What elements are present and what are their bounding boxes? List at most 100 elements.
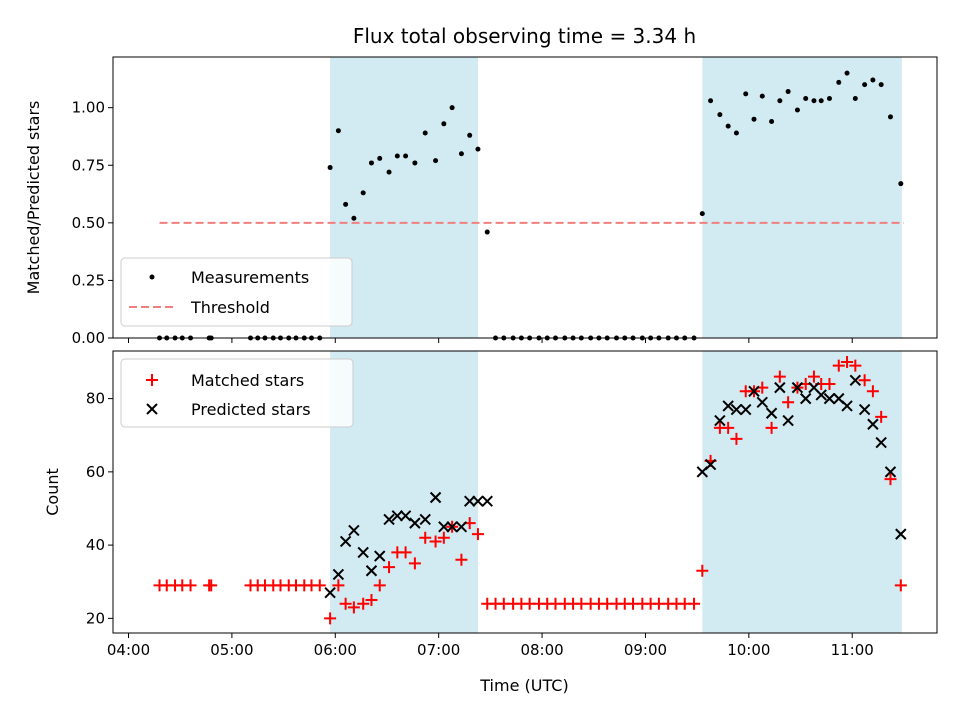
measurements-point (441, 121, 447, 127)
matched-stars-point (773, 370, 786, 383)
shaded-interval-1 (702, 57, 902, 338)
predicted-stars-point (765, 407, 778, 419)
bottom-panel-legend: Matched stars Predicted stars (120, 358, 354, 428)
predicted-stars-point (399, 510, 412, 522)
top-panel-shaded-intervals (330, 57, 902, 338)
top-panel-x-ticks (128, 338, 853, 343)
measurements-point (826, 95, 832, 101)
matched-stars-point (313, 579, 326, 592)
matched-stars-point (429, 535, 442, 548)
legend-measurements-marker (149, 274, 155, 280)
matched-stars-point (884, 473, 897, 486)
measurements-point (467, 132, 473, 138)
measurements-point (351, 215, 357, 221)
measurements-point (717, 112, 723, 118)
matched-stars-point (437, 531, 450, 544)
matched-stars-point (841, 355, 854, 368)
bottom-panel-shaded-intervals (330, 351, 902, 633)
measurements-point (458, 151, 464, 157)
measurements-point (725, 123, 731, 129)
legend-predicted-marker (146, 403, 158, 415)
predicted-stars-point (849, 374, 862, 387)
measurements-point (818, 98, 824, 104)
legend-threshold-label: Threshold (190, 298, 270, 317)
measurements-point (862, 82, 868, 88)
measurements-point (777, 98, 783, 104)
measurements-point (412, 160, 418, 166)
matched-stars-point (408, 557, 421, 570)
shaded-interval-1 (702, 351, 902, 633)
matched-stars-point (347, 601, 360, 614)
measurements-point (836, 79, 842, 85)
measurements-point (852, 95, 858, 101)
bottom-panel: 20 40 60 80 04:00 05:00 06:00 07:00 08:00 09:00 1… (43, 350, 938, 695)
x-tick-label: 06:00 (314, 641, 357, 659)
bottom-panel-y-ticks: 20 40 60 80 (86, 390, 113, 627)
predicted-stars-point (419, 513, 431, 526)
x-tick-label: 11:00 (831, 641, 874, 659)
predicted-stars-point (324, 587, 336, 599)
y-tick-label: 0.75 (72, 156, 105, 174)
measurements-point (449, 105, 455, 111)
y-tick-label: 0.00 (72, 329, 105, 347)
matched-stars-point (823, 377, 836, 390)
bottom-panel-ylabel: Count (43, 468, 62, 516)
measurements-point (368, 160, 374, 166)
y-tick-label: 40 (86, 536, 105, 554)
x-tick-label: 09:00 (624, 641, 667, 659)
predicted-stars-point (858, 403, 871, 416)
matched-stars-point (765, 421, 778, 434)
predicted-stars-point (357, 546, 369, 559)
matched-stars-point (184, 579, 197, 592)
predicted-stars-point (815, 389, 827, 401)
predicted-stars-point (374, 550, 386, 562)
top-panel-legend: Measurements Threshold (120, 257, 353, 327)
matched-stars-point (730, 432, 743, 445)
bottom-panel-legend-box (120, 358, 354, 428)
predicted-stars-point (841, 400, 853, 412)
matched-stars-point (722, 421, 735, 434)
measurements-point (699, 211, 705, 217)
y-tick-label: 20 (86, 609, 105, 627)
measurements-point (733, 130, 739, 136)
measurements-point (377, 155, 383, 161)
predicted-stars-point (339, 535, 352, 548)
y-tick-label: 80 (86, 390, 105, 408)
matched-stars-point (455, 553, 468, 566)
predicted-stars-point (446, 521, 458, 533)
measurements-point (844, 70, 850, 76)
top-panel-ylabel: Matched/Predicted stars (24, 101, 43, 295)
matched-stars-point (419, 531, 432, 544)
measurements-point (898, 181, 904, 187)
matched-stars-point (339, 597, 352, 610)
measurements-point (803, 95, 809, 101)
x-axis-label: Time (UTC) (479, 676, 568, 695)
measurements-point (811, 98, 817, 104)
x-tick-label: 10:00 (727, 641, 770, 659)
top-panel-frame (112, 56, 938, 339)
measurements-point (785, 89, 791, 95)
matched-stars-point (205, 579, 218, 592)
predicted-stars-point (756, 396, 768, 408)
predicted-stars-point (884, 466, 897, 478)
shaded-interval-0 (330, 351, 478, 633)
top-panel-marks (157, 70, 904, 341)
predicted-stars-point (895, 528, 907, 540)
predicted-stars-point (722, 400, 734, 412)
matched-stars-point (688, 597, 701, 610)
predicted-stars-point (740, 403, 752, 416)
shaded-interval-0 (330, 57, 478, 338)
predicted-stars-point (748, 385, 760, 397)
matched-stars-point (383, 561, 396, 574)
predicted-stars-point (455, 521, 468, 533)
measurements-point (386, 169, 392, 175)
matched-stars-point (894, 579, 907, 592)
matched-stars-point (782, 396, 795, 409)
matched-stars-point (399, 546, 412, 559)
y-tick-label: 1.00 (72, 99, 105, 117)
predicted-stars-point (782, 414, 794, 427)
predicted-stars-point (875, 436, 887, 449)
measurements-point (475, 146, 481, 152)
matched-stars-point (849, 359, 862, 372)
matched-stars-point (875, 410, 888, 423)
